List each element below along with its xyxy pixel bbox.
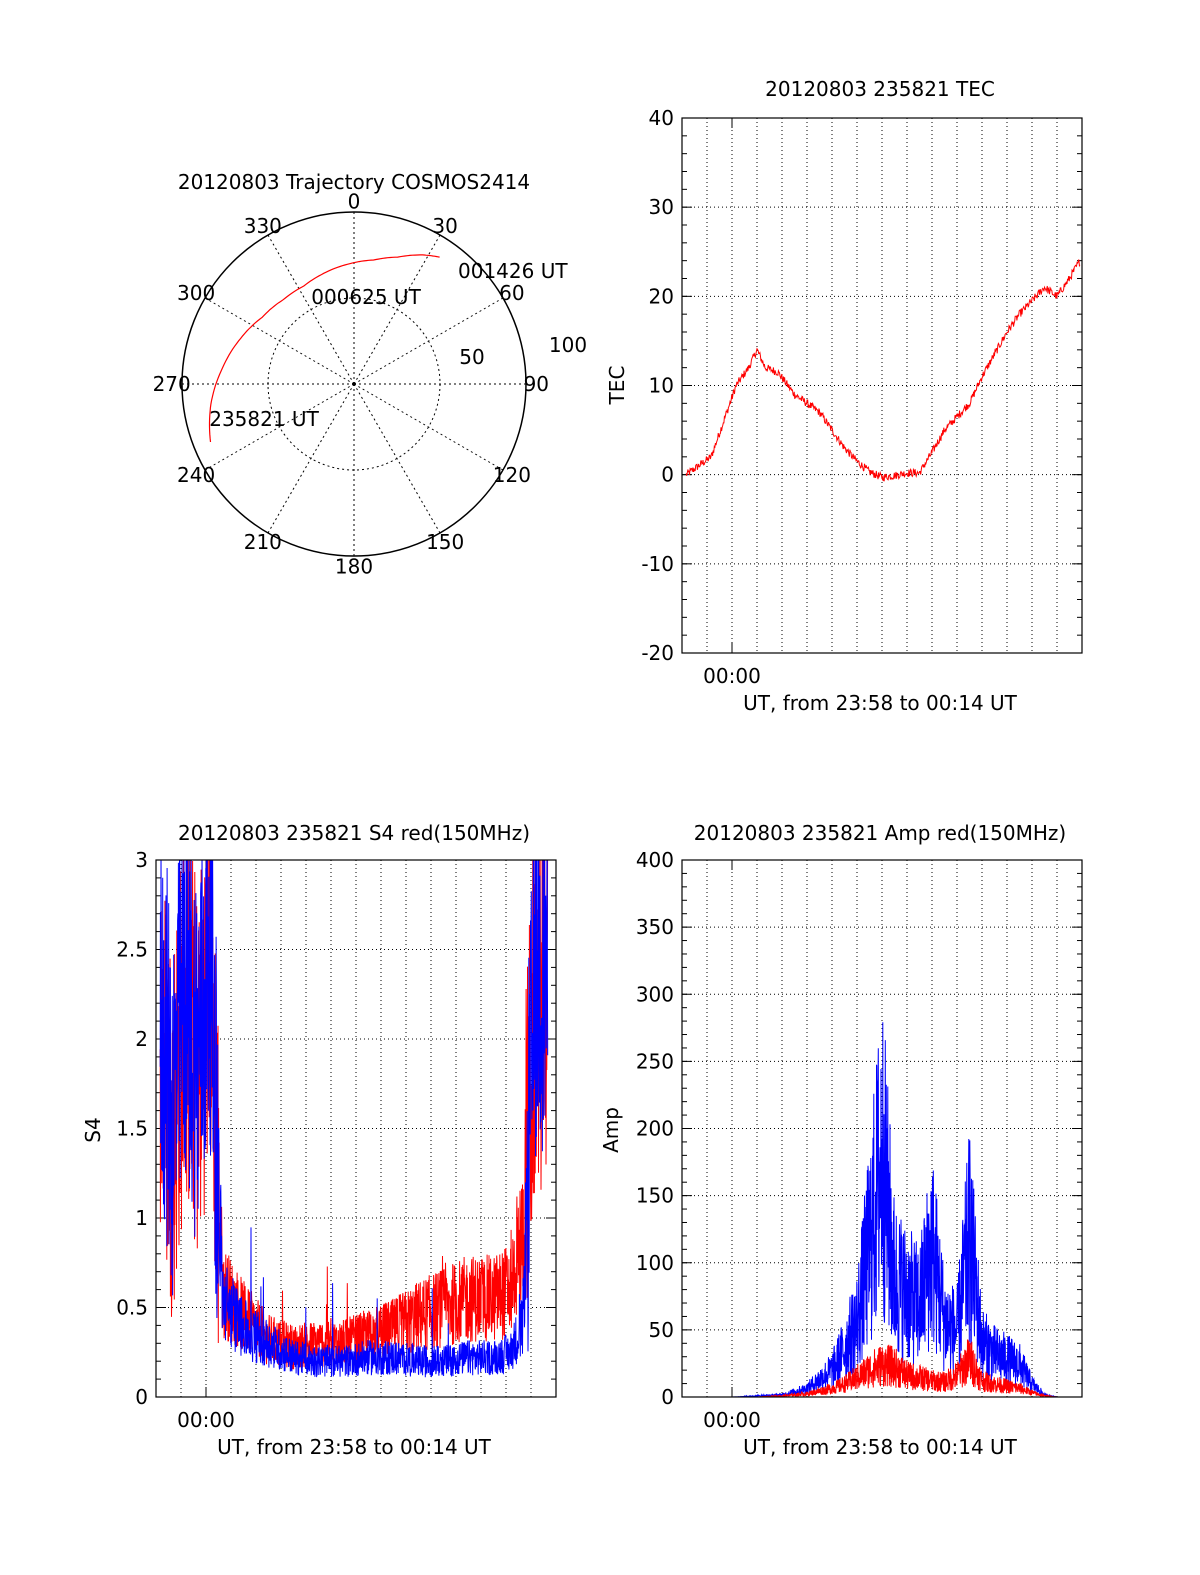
y-tick-label: 0.5	[116, 1296, 148, 1320]
series-line-b	[682, 1339, 1082, 1397]
x-tick-label: 00:00	[703, 1408, 761, 1432]
y-tick-label: 10	[649, 374, 674, 398]
polar-ring-label: 100	[549, 333, 587, 357]
y-tick-label: 1	[135, 1206, 148, 1230]
y-tick-label: 300	[636, 982, 674, 1006]
polar-spoke	[204, 297, 355, 385]
series-line-b	[159, 860, 549, 1378]
y-tick-label: 2	[135, 1027, 148, 1051]
trajectory-start-label: 235821 UT	[209, 407, 319, 431]
tec-ylabel: TEC	[605, 366, 629, 406]
tec-title: 20120803 235821 TEC	[765, 77, 995, 101]
plot-frame	[681, 859, 1083, 1398]
y-tick-label: 0	[661, 463, 674, 487]
polar-azimuth-label: 30	[432, 214, 457, 238]
polar-azimuth-label: 210	[244, 530, 282, 554]
polar-azimuth-label: 240	[177, 463, 215, 487]
polar-spoke	[204, 383, 355, 471]
x-tick-label: 00:00	[177, 1408, 235, 1432]
amp-chart: 20120803 235821 Amp red(150MHz) UT, from…	[599, 821, 1083, 1459]
polar-azimuth-label: 330	[244, 214, 282, 238]
y-tick-label: 0	[135, 1385, 148, 1409]
y-tick-label: 30	[649, 195, 674, 219]
s4-ylabel: S4	[81, 1117, 105, 1142]
polar-azimuth-label: 300	[177, 281, 215, 305]
amp-ylabel: Amp	[599, 1107, 623, 1153]
s4-title: 20120803 235821 S4 red(150MHz)	[178, 821, 530, 845]
trajectory-line	[208, 254, 440, 443]
y-tick-label: -10	[641, 552, 674, 576]
y-tick-label: 350	[636, 915, 674, 939]
tec-xlabel: UT, from 23:58 to 00:14 UT	[743, 691, 1018, 715]
polar-azimuth-label: 270	[153, 372, 191, 396]
polar-azimuth-label: 150	[426, 530, 464, 554]
trajectory-polar-chart: 20120803 Trajectory COSMOS2414 0 30 60 90 12…	[153, 170, 588, 578]
s4-chart: 20120803 235821 S4 red(150MHz) UT, from …	[81, 821, 557, 1459]
y-tick-label: 2.5	[116, 938, 148, 962]
polar-spoke	[353, 383, 504, 471]
polar-spoke	[267, 234, 355, 385]
series-group	[685, 259, 1081, 482]
plot-frame	[155, 859, 557, 1398]
polar-azimuth-label: 90	[524, 372, 549, 396]
y-tick-label: 400	[636, 848, 674, 872]
polar-ring-label: 50	[459, 345, 484, 369]
polar-azimuth-label: 120	[493, 463, 531, 487]
plot-frame	[681, 117, 1083, 654]
amp-title: 20120803 235821 Amp red(150MHz)	[694, 821, 1066, 845]
y-tick-label: 250	[636, 1049, 674, 1073]
trajectory-end-label: 001426 UT	[458, 259, 568, 283]
x-tick-label: 00:00	[703, 664, 761, 688]
y-tick-label: 1.5	[116, 1117, 148, 1141]
polar-azimuth-label: 60	[499, 281, 524, 305]
polar-spoke	[267, 383, 355, 534]
y-tick-label: 100	[636, 1251, 674, 1275]
amp-xlabel: UT, from 23:58 to 00:14 UT	[743, 1435, 1018, 1459]
y-tick-label: -20	[641, 641, 674, 665]
polar-title: 20120803 Trajectory COSMOS2414	[178, 170, 530, 194]
polar-spoke	[353, 234, 441, 385]
y-tick-label: 40	[649, 106, 674, 130]
polar-azimuth-label: 0	[348, 190, 361, 214]
polar-spoke	[353, 297, 504, 385]
y-tick-label: 200	[636, 1117, 674, 1141]
s4-xlabel: UT, from 23:58 to 00:14 UT	[217, 1435, 492, 1459]
y-tick-label: 150	[636, 1184, 674, 1208]
trajectory-mid-label: 000625 UT	[311, 285, 421, 309]
y-tick-label: 3	[135, 848, 148, 872]
polar-spoke	[353, 383, 441, 534]
y-tick-label: 50	[649, 1318, 674, 1342]
y-tick-label: 20	[649, 284, 674, 308]
series-group	[159, 860, 549, 1378]
series-line-a	[685, 259, 1081, 482]
tec-chart: 20120803 235821 TEC UT, from 23:58 to 00…	[605, 77, 1083, 715]
y-tick-label: 0	[661, 1385, 674, 1409]
polar-azimuth-label: 180	[335, 554, 373, 578]
